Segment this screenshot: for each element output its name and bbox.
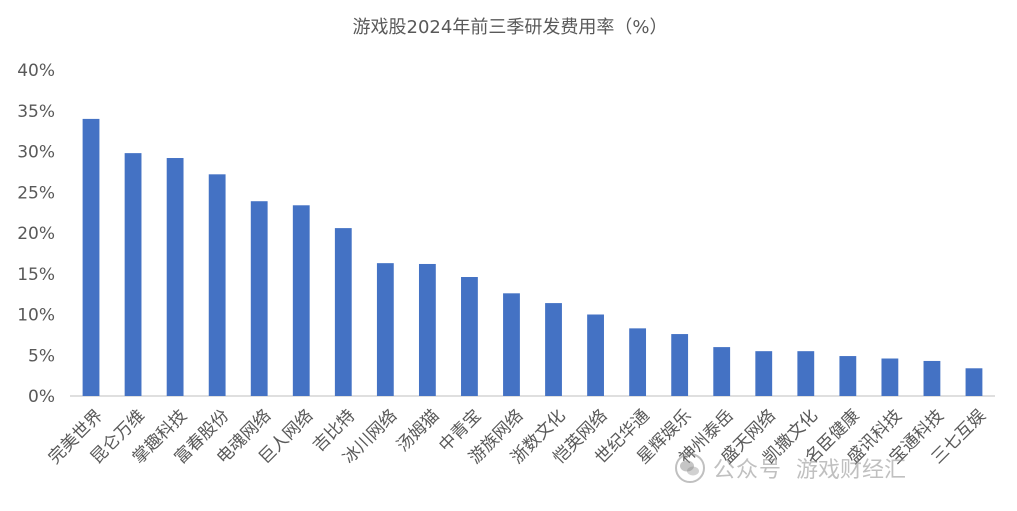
y-tick-label: 40% bbox=[17, 61, 55, 81]
y-tick-label: 5% bbox=[28, 346, 55, 366]
bar bbox=[208, 174, 226, 396]
bar bbox=[587, 314, 604, 396]
bar bbox=[965, 368, 983, 396]
x-axis-labels: 完美世界昆仑万维掌趣科技富春股份电魂网络巨人网络吉比特冰川网络汤姆猫中青宝游族网… bbox=[45, 406, 990, 468]
bar bbox=[797, 351, 815, 396]
bar bbox=[923, 360, 941, 396]
bar bbox=[629, 328, 647, 396]
bar bbox=[82, 118, 100, 397]
y-tick-label: 10% bbox=[17, 306, 55, 326]
bar bbox=[376, 263, 394, 396]
bar bbox=[671, 334, 689, 396]
bar bbox=[839, 356, 857, 396]
x-tick-label: 汤姆猫 bbox=[393, 406, 443, 456]
bar bbox=[250, 201, 268, 396]
bar bbox=[292, 205, 310, 396]
y-tick-label: 20% bbox=[17, 224, 55, 244]
chart-title: 游戏股2024年前三季研发费用率（%） bbox=[353, 17, 668, 38]
y-tick-label: 25% bbox=[17, 183, 55, 203]
y-tick-label: 0% bbox=[28, 387, 55, 407]
bar bbox=[545, 303, 562, 396]
bar bbox=[418, 263, 436, 396]
bar bbox=[334, 228, 352, 396]
y-tick-label: 35% bbox=[17, 102, 55, 122]
bar bbox=[124, 153, 142, 396]
bar bbox=[755, 351, 773, 396]
bar bbox=[503, 293, 520, 396]
y-tick-label: 30% bbox=[17, 143, 55, 163]
bar bbox=[881, 358, 899, 396]
bar-series bbox=[82, 118, 983, 397]
y-axis: 0% 5% 10% 15% 20% 25% 30% 35% 40% bbox=[17, 61, 55, 407]
bar bbox=[713, 347, 731, 396]
bar bbox=[166, 158, 184, 396]
bar bbox=[461, 277, 478, 396]
y-tick-label: 15% bbox=[17, 265, 55, 285]
